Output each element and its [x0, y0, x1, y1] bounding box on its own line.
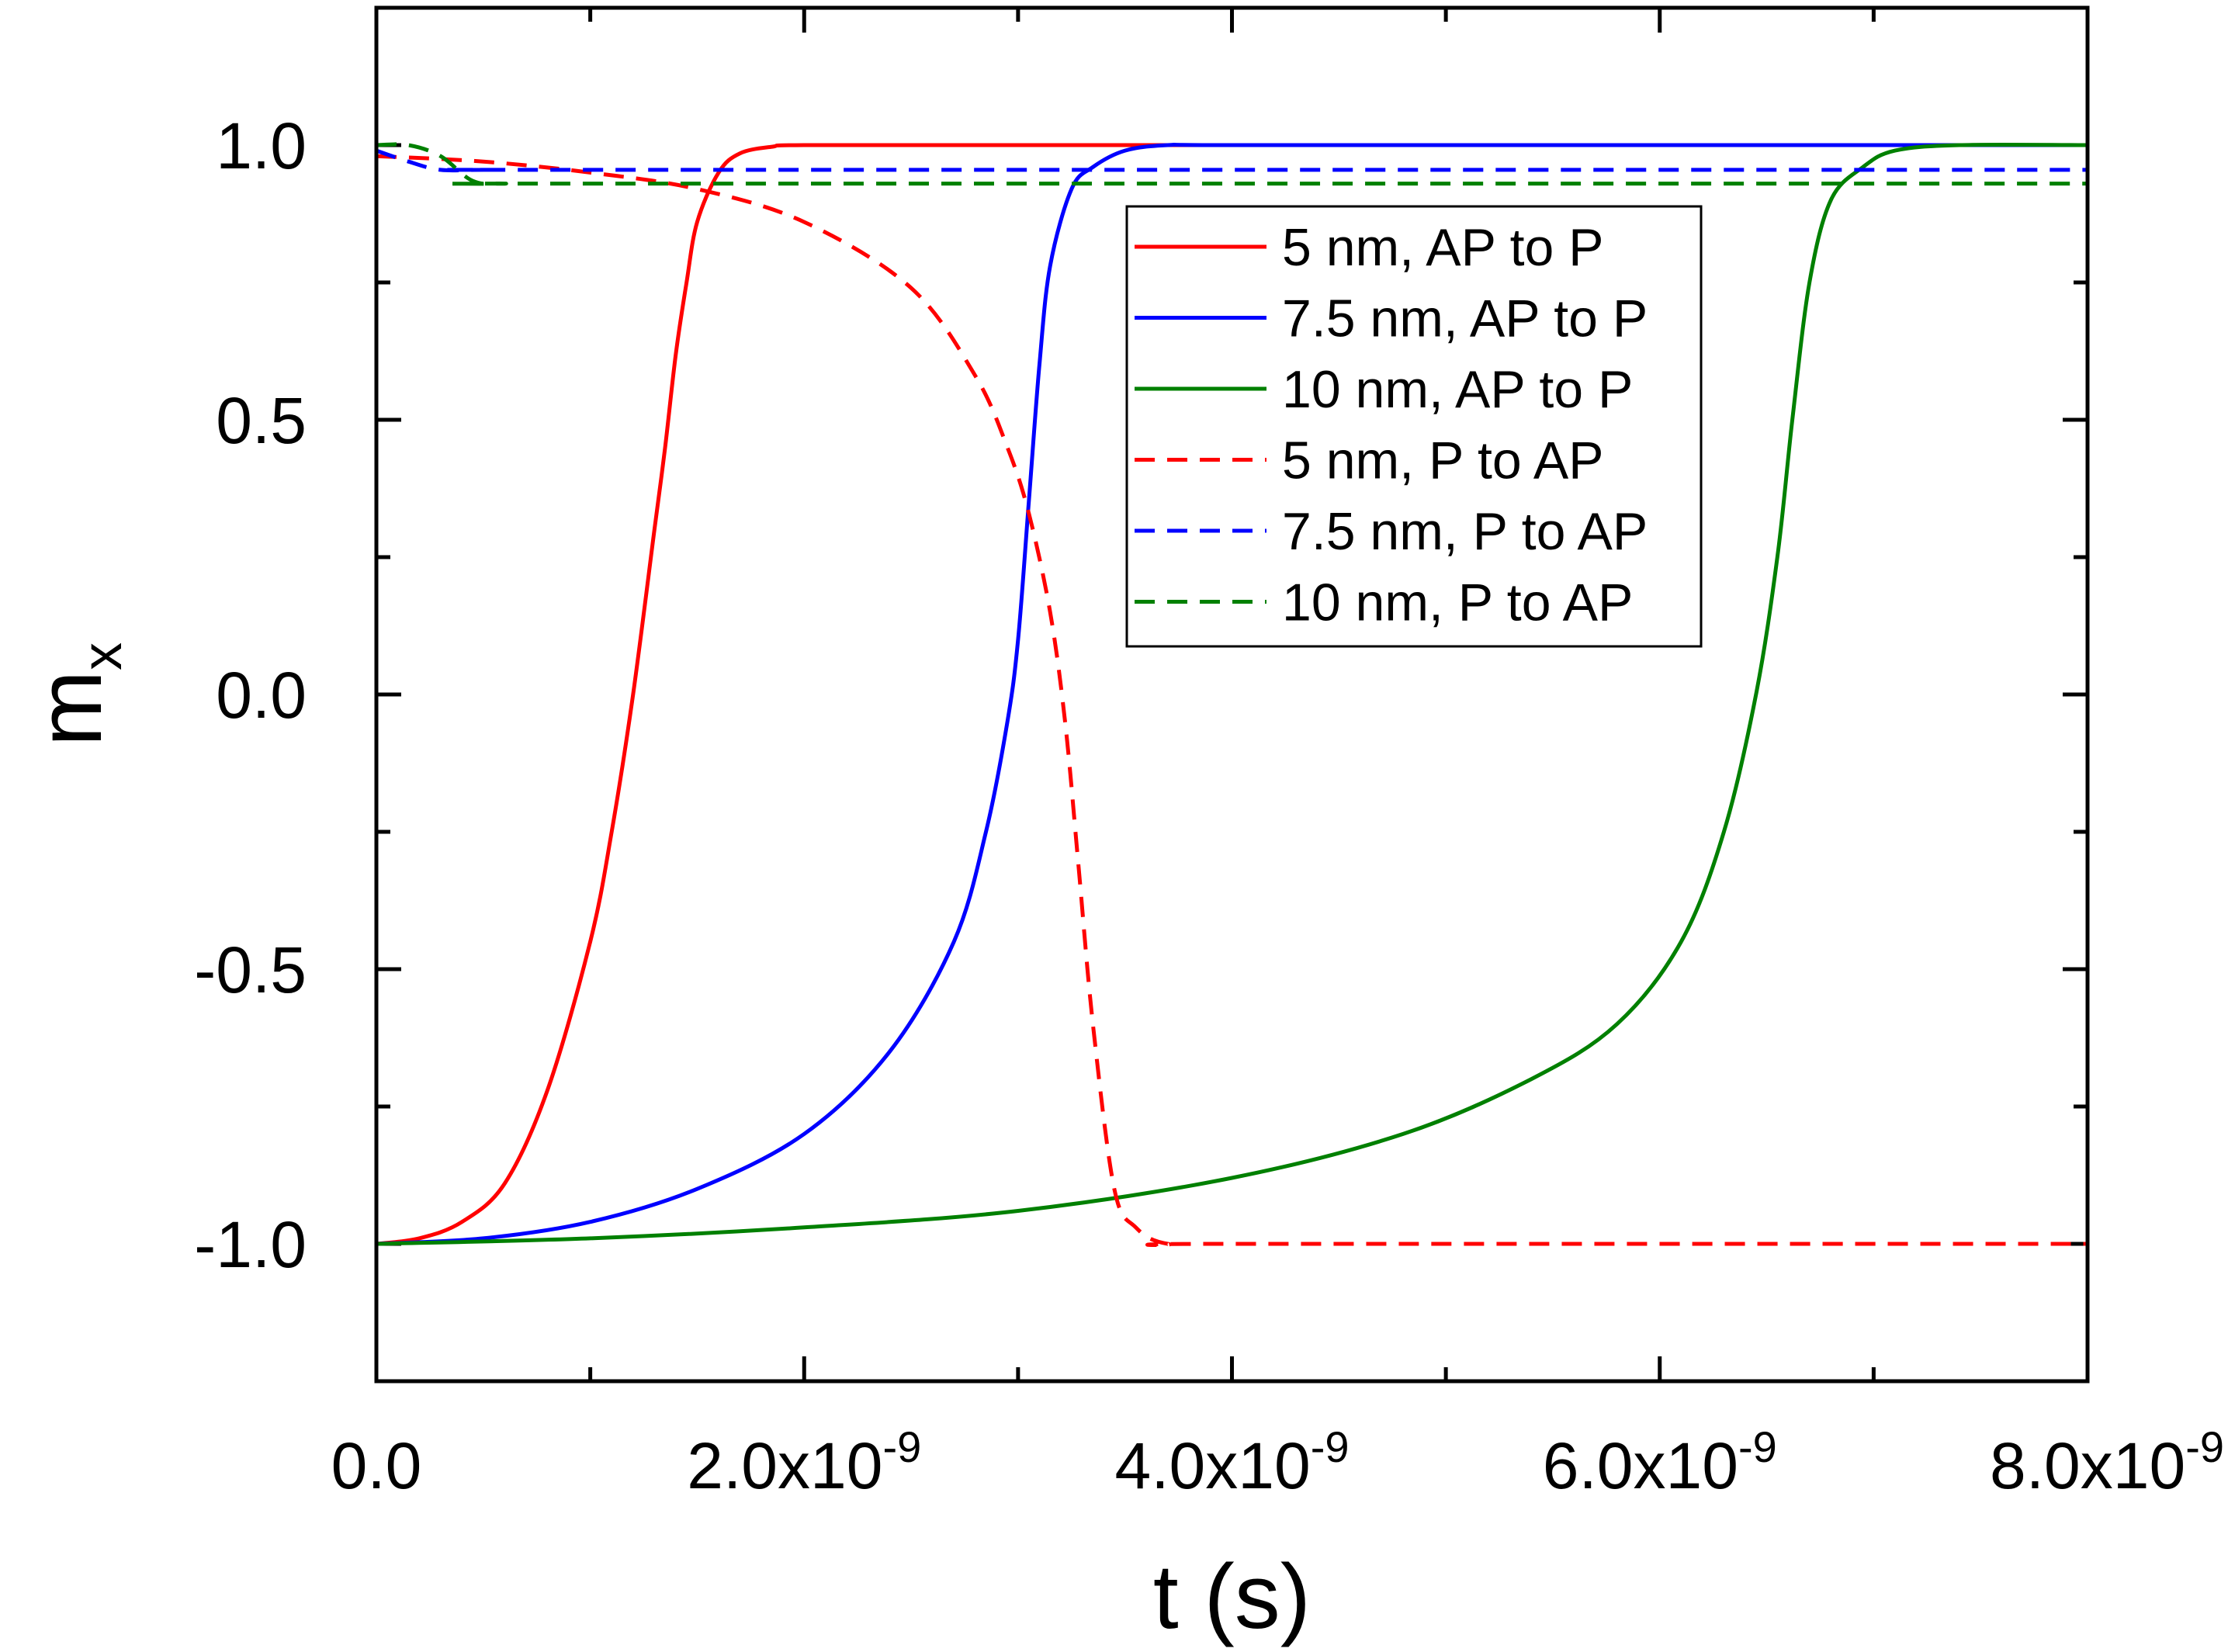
x-tick-mantissa: 2.0x10: [687, 1429, 882, 1502]
series-line-3: [376, 142, 2088, 1246]
x-tick-mantissa: 6.0x10: [1543, 1429, 1738, 1502]
tick-labels: 0.0 2.0x10-9 4.0x10-9 6.0x10-9 8.0x10-9-1.0-…: [194, 109, 2224, 1502]
legend-label: 5 nm, AP to P: [1282, 218, 1604, 277]
x-tick-label: 8.0x10-9: [1990, 1422, 2224, 1502]
series-line-4: [376, 154, 2088, 1248]
x-tick-label: 4.0x10-9: [1114, 1422, 1349, 1502]
legend-label: 7.5 nm, P to AP: [1282, 502, 1648, 561]
y-tick-label: 1.0: [216, 109, 307, 182]
legend-label: 10 nm, AP to P: [1282, 360, 1633, 419]
y-tick-label: -0.5: [194, 933, 307, 1006]
x-tick-label: 0.0: [331, 1429, 422, 1502]
y-axis-label: mx: [19, 642, 133, 746]
legend: 5 nm, AP to P 7.5 nm, AP to P 10 nm, AP to…: [1125, 205, 1703, 648]
y-tick-label: -1.0: [194, 1208, 307, 1281]
series-line-6: [376, 142, 2088, 186]
y-axis-label-subscript: x: [71, 642, 133, 670]
series-line-2: [376, 142, 2088, 1246]
legend-label: 7.5 nm, AP to P: [1282, 289, 1648, 348]
x-tick-mantissa: 8.0x10: [1990, 1429, 2185, 1502]
plot-frame: [374, 5, 2090, 1384]
legend-label: 10 nm, P to AP: [1282, 573, 1633, 632]
legend-box: [1125, 205, 1703, 648]
y-tick-label: 0.5: [216, 384, 307, 457]
x-tick-exponent: -9: [1738, 1422, 1777, 1471]
y-tick-label: 0.0: [216, 659, 307, 732]
series-line-5: [376, 148, 2088, 173]
x-tick-label: 6.0x10-9: [1543, 1422, 1777, 1502]
series-lines: [376, 142, 2088, 1248]
x-tick-mantissa: 4.0x10: [1114, 1429, 1310, 1502]
x-tick-exponent: -9: [1311, 1422, 1350, 1471]
x-tick-mantissa: 0.0: [331, 1429, 422, 1502]
legend-label: 5 nm, P to AP: [1282, 431, 1604, 490]
x-tick-exponent: -9: [2185, 1422, 2224, 1471]
x-axis-label: t (s): [1153, 1546, 1311, 1648]
x-tick-exponent: -9: [882, 1422, 921, 1471]
axis-ticks: [374, 8, 2090, 1381]
x-tick-label: 2.0x10-9: [687, 1422, 921, 1502]
y-axis-label-base: m: [19, 670, 121, 746]
